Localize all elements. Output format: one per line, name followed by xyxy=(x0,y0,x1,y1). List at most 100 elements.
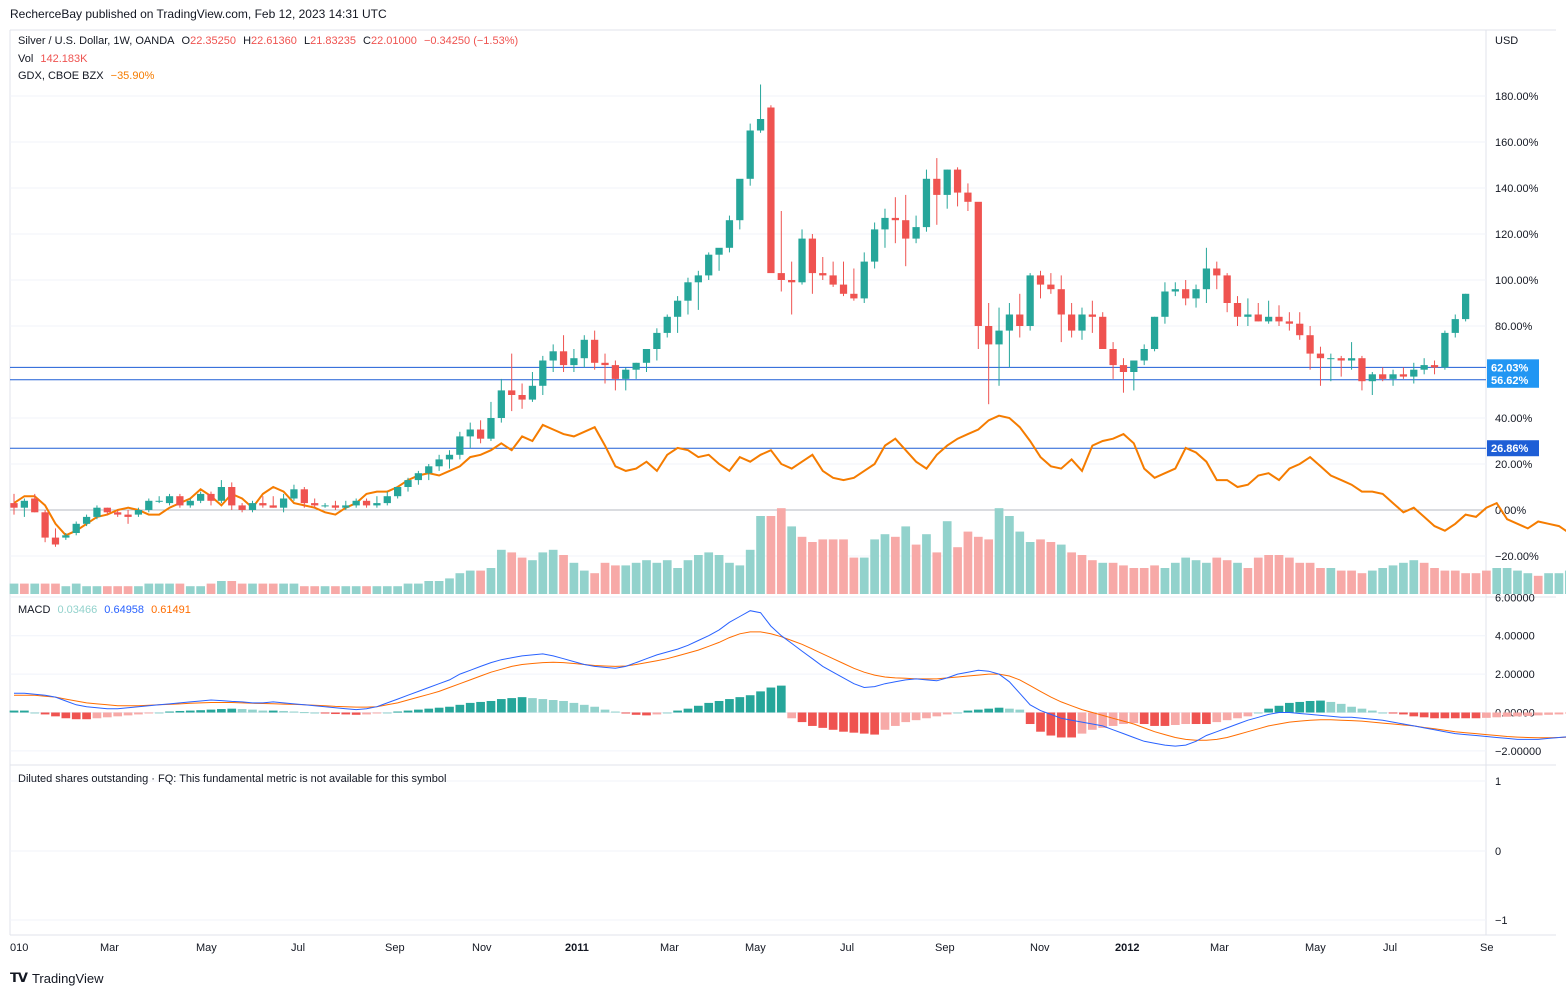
macd-histogram-bar xyxy=(1253,712,1263,714)
candle-body xyxy=(373,503,381,506)
macd-histogram-bar xyxy=(424,708,434,713)
macd-histogram-bar xyxy=(745,695,755,713)
macd-histogram-bar xyxy=(818,712,828,728)
volume-bar xyxy=(1430,568,1439,594)
macd-label: MACD xyxy=(18,604,51,616)
volume-bar xyxy=(362,586,371,594)
time-axis-label: Jul xyxy=(1383,942,1397,954)
candle-body xyxy=(197,493,205,501)
candle-body xyxy=(1119,365,1128,372)
volume-bar xyxy=(1222,560,1232,594)
macd-histogram-bar xyxy=(901,712,911,723)
volume-bar xyxy=(1326,568,1336,594)
volume-bar xyxy=(932,552,942,594)
candle-body xyxy=(922,178,931,228)
macd-histogram-bar xyxy=(538,699,548,713)
macd-tick-label: 6.00000 xyxy=(1495,592,1535,604)
candle-body xyxy=(476,429,485,439)
volume-bar xyxy=(1036,539,1045,594)
volume-bar xyxy=(528,560,537,594)
macd-histogram-bar xyxy=(1316,700,1325,713)
currency-label: USD xyxy=(1495,35,1518,47)
macd-histogram-bar xyxy=(559,700,568,713)
ohlc-high: H22.61360 xyxy=(243,35,297,47)
candle-body xyxy=(269,505,277,508)
symbol-legend[interactable]: Silver / U.S. Dollar, 1W, OANDA O22.3525… xyxy=(18,35,522,47)
volume-bar xyxy=(9,583,19,594)
volume-bar xyxy=(237,583,247,594)
macd-histogram-bar xyxy=(1005,708,1014,713)
macd-legend[interactable]: MACD 0.03466 0.64958 0.61491 xyxy=(18,604,195,616)
candle-body xyxy=(860,261,868,299)
candle-body xyxy=(1306,335,1314,354)
candle-body xyxy=(559,351,568,366)
volume-bar xyxy=(1554,573,1564,594)
candle-body xyxy=(155,500,163,502)
volume-bar xyxy=(1139,568,1149,594)
tradingview-footer[interactable]: 𝗧𝗩 TradingView xyxy=(10,970,103,986)
volume-bar xyxy=(434,581,444,594)
volume-bar xyxy=(652,562,662,594)
volume-bar xyxy=(548,549,558,594)
macd-histogram-bar xyxy=(30,712,40,714)
fund-tick-label: 1 xyxy=(1495,776,1501,788)
volume-bar xyxy=(185,586,195,594)
candle-body xyxy=(31,498,39,513)
volume-bar xyxy=(673,568,682,594)
candle-body xyxy=(746,130,754,179)
macd-signal-line xyxy=(14,631,1566,741)
time-axis-label: 010 xyxy=(10,942,28,954)
macd-histogram-bar xyxy=(393,711,403,713)
fundamental-message: Diluted shares outstanding · FQ: This fu… xyxy=(18,773,447,785)
time-axis-label: May xyxy=(196,942,217,954)
macd-histogram-bar xyxy=(1025,712,1035,725)
volume-bar xyxy=(1471,573,1481,594)
volume-bar xyxy=(1191,560,1201,594)
macd-histogram-bar xyxy=(71,712,81,720)
volume-bar xyxy=(1098,562,1108,594)
price-badge xyxy=(1487,359,1539,376)
candle-body xyxy=(1067,314,1076,331)
time-axis-label: Jul xyxy=(291,942,305,954)
candle-body xyxy=(248,503,257,510)
candle-body xyxy=(891,217,899,221)
candle-body xyxy=(145,500,153,510)
candle-body xyxy=(186,500,194,506)
candle-body xyxy=(1451,319,1459,333)
time-axis-label: Mar xyxy=(100,942,119,954)
fund-tick-label: 0 xyxy=(1495,846,1501,858)
compare-legend[interactable]: GDX, CBOE BZX −35.90% xyxy=(18,70,158,82)
volume-bar xyxy=(880,534,890,594)
macd-histogram-bar xyxy=(279,710,288,713)
volume-bar xyxy=(372,586,382,594)
volume-bar xyxy=(590,573,600,594)
candle-body xyxy=(1130,360,1138,372)
macd-histogram-bar xyxy=(1243,712,1253,717)
macd-histogram-bar xyxy=(973,709,983,713)
macd-hist-value: 0.03466 xyxy=(57,604,98,616)
candle-body xyxy=(290,489,298,499)
candle-body xyxy=(93,507,101,517)
candle-body xyxy=(1088,314,1096,317)
macd-histogram-bar xyxy=(82,712,91,720)
candle-body xyxy=(300,489,308,504)
macd-histogram-bar xyxy=(445,706,454,713)
candle-body xyxy=(798,238,806,283)
price-badge xyxy=(1487,440,1539,457)
price-tick-label: 120.00% xyxy=(1495,229,1539,241)
macd-histogram-bar xyxy=(403,710,413,713)
macd-histogram-bar xyxy=(890,712,900,726)
volume-legend[interactable]: Vol 142.183K xyxy=(18,53,91,65)
macd-histogram-bar xyxy=(1015,709,1025,713)
volume-bar xyxy=(1150,565,1159,594)
volume-bar xyxy=(901,526,911,594)
price-tick-label: 140.00% xyxy=(1495,183,1539,195)
volume-bar xyxy=(1316,568,1325,594)
volume-bar xyxy=(1202,562,1211,594)
volume-bar xyxy=(1170,562,1180,594)
candle-body xyxy=(82,516,91,524)
macd-histogram-bar xyxy=(1191,712,1201,725)
volume-bar xyxy=(631,562,641,594)
macd-histogram-bar xyxy=(880,712,890,730)
